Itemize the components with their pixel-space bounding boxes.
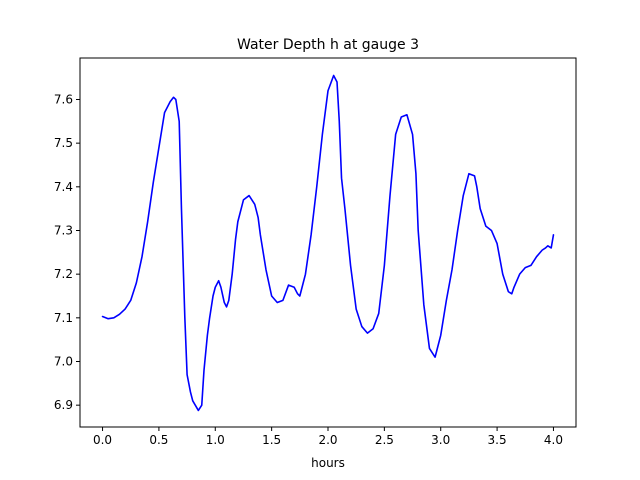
x-tick-label: 4.0 — [544, 433, 563, 447]
y-tick-label: 6.9 — [54, 398, 73, 412]
x-tick-label: 2.5 — [375, 433, 394, 447]
x-axis-label: hours — [311, 456, 345, 470]
x-tick-label: 2.0 — [318, 433, 337, 447]
x-tick-label: 1.0 — [206, 433, 225, 447]
chart-title: Water Depth h at gauge 3 — [237, 37, 419, 53]
y-tick-label: 7.3 — [54, 223, 73, 237]
plot-frame — [79, 57, 577, 428]
x-tick-label: 0.0 — [93, 433, 112, 447]
y-axis: 6.9 7.0 7.1 7.2 7.3 7.4 7.5 7.6 — [54, 92, 80, 412]
x-tick-label: 0.5 — [149, 433, 168, 447]
y-tick-label: 7.1 — [54, 311, 73, 325]
y-tick-label: 7.2 — [54, 267, 73, 281]
plot-area — [79, 57, 577, 428]
x-axis: 0.0 0.5 1.0 1.5 2.0 2.5 3.0 3.5 4.0 — [93, 427, 563, 447]
y-tick-label: 7.5 — [54, 136, 73, 150]
x-tick-label: 1.5 — [262, 433, 281, 447]
y-tick-label: 7.4 — [54, 180, 73, 194]
x-tick-label: 3.0 — [431, 433, 450, 447]
x-tick-label: 3.5 — [488, 433, 507, 447]
series-line-0 — [101, 74, 555, 412]
y-tick-label: 7.6 — [54, 92, 73, 106]
y-tick-label: 7.0 — [54, 354, 73, 368]
